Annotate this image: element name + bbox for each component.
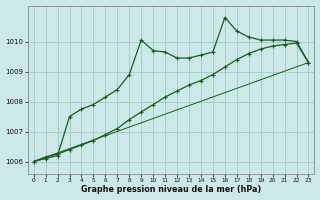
X-axis label: Graphe pression niveau de la mer (hPa): Graphe pression niveau de la mer (hPa) bbox=[81, 185, 261, 194]
